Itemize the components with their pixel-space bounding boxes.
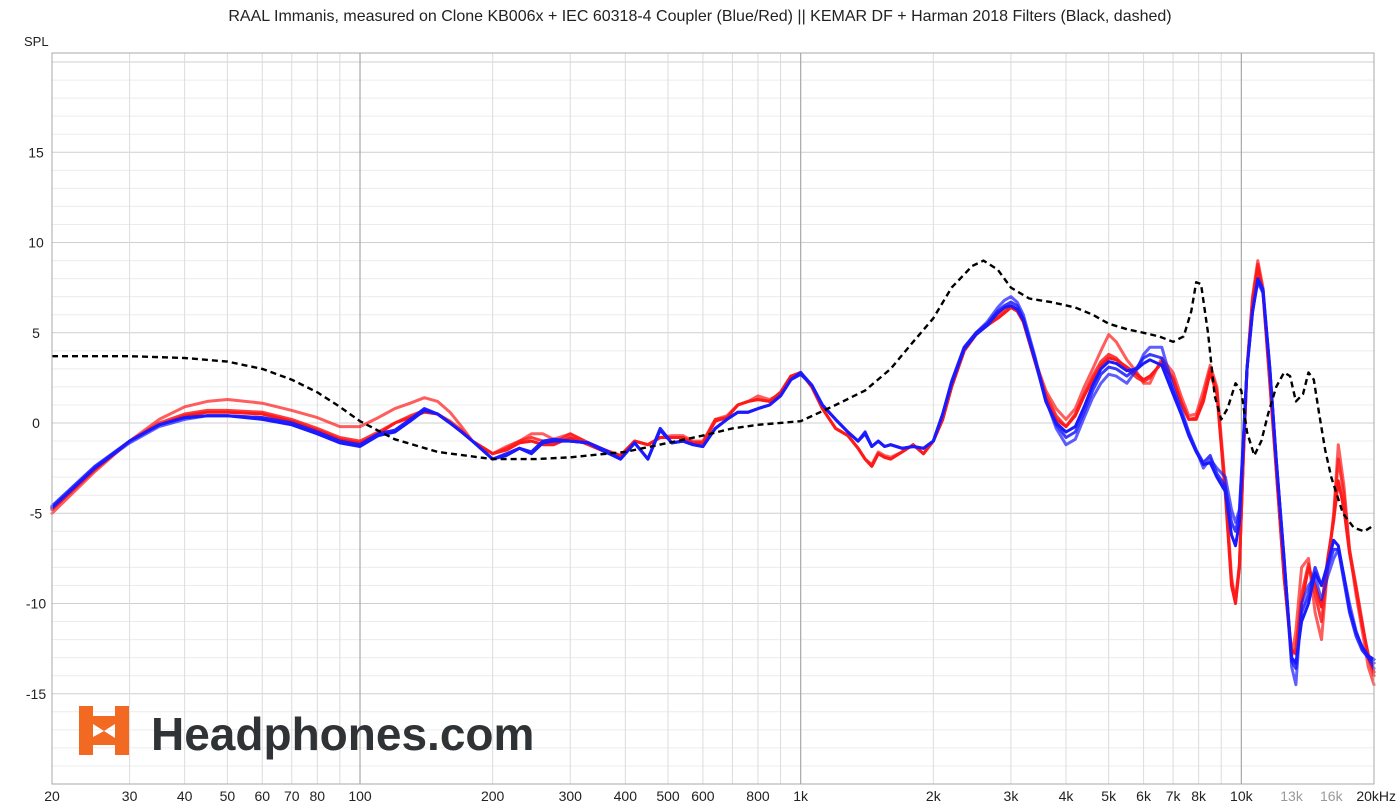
y-tick-label: -15	[26, 686, 46, 702]
x-tick-label: 400	[614, 788, 638, 804]
x-tick-label: 70	[284, 788, 300, 804]
plot-frame	[51, 52, 1375, 785]
x-tick-label: 50	[220, 788, 236, 804]
series-layer	[50, 259, 1376, 687]
measurement-line-6	[50, 277, 1376, 665]
x-tick-label: 300	[559, 788, 583, 804]
x-tick-label: 200	[481, 788, 505, 804]
y-tick-label: -5	[30, 505, 43, 521]
x-tick-label: 60	[254, 788, 270, 804]
x-tick-label: 40	[177, 788, 193, 804]
x-tick-label: 30	[122, 788, 138, 804]
brand-name: Headphones.com	[151, 708, 534, 760]
x-tick-label: 1k	[793, 788, 809, 804]
y-tick-label: 0	[32, 415, 40, 431]
headphones-logo-icon	[79, 706, 129, 755]
x-tick-label: 20	[44, 788, 60, 804]
x-tick-label: 13k	[1280, 788, 1304, 804]
y-tick-label: 5	[32, 325, 40, 341]
x-tick-label: 80	[310, 788, 326, 804]
y-tick-label: -10	[26, 596, 46, 612]
x-tick-label: 100	[348, 788, 372, 804]
x-tick-label: 3k	[1004, 788, 1020, 804]
y-axis-ticks: -15 -10 -5 0 5 10 15	[26, 144, 46, 701]
x-tick-label: 7k	[1166, 788, 1182, 804]
x-tick-label: 600	[691, 788, 715, 804]
x-tick-label: 10k	[1230, 788, 1254, 804]
brand-logo: Headphones.com	[79, 706, 534, 760]
x-tick-label: 6k	[1136, 788, 1152, 804]
x-tick-label: 2k	[926, 788, 942, 804]
x-tick-label: 16k	[1320, 788, 1344, 804]
x-tick-label: 800	[746, 788, 770, 804]
chart-title: RAAL Immanis, measured on Clone KB006x +…	[228, 8, 1172, 25]
x-tick-label: 4k	[1059, 788, 1075, 804]
y-axis-label: SPL	[24, 34, 49, 49]
x-axis-ticks: 20 30 40 50 60 70 80 100 200 300 400 500 600 800 1k 2k 3…	[44, 788, 1396, 804]
y-tick-label: 10	[28, 235, 44, 251]
x-tick-label: 20kHz	[1356, 788, 1396, 804]
x-tick-label: 500	[656, 788, 680, 804]
x-tick-label: 5k	[1101, 788, 1117, 804]
y-tick-label: 15	[28, 144, 44, 160]
x-tick-label: 8k	[1191, 788, 1207, 804]
